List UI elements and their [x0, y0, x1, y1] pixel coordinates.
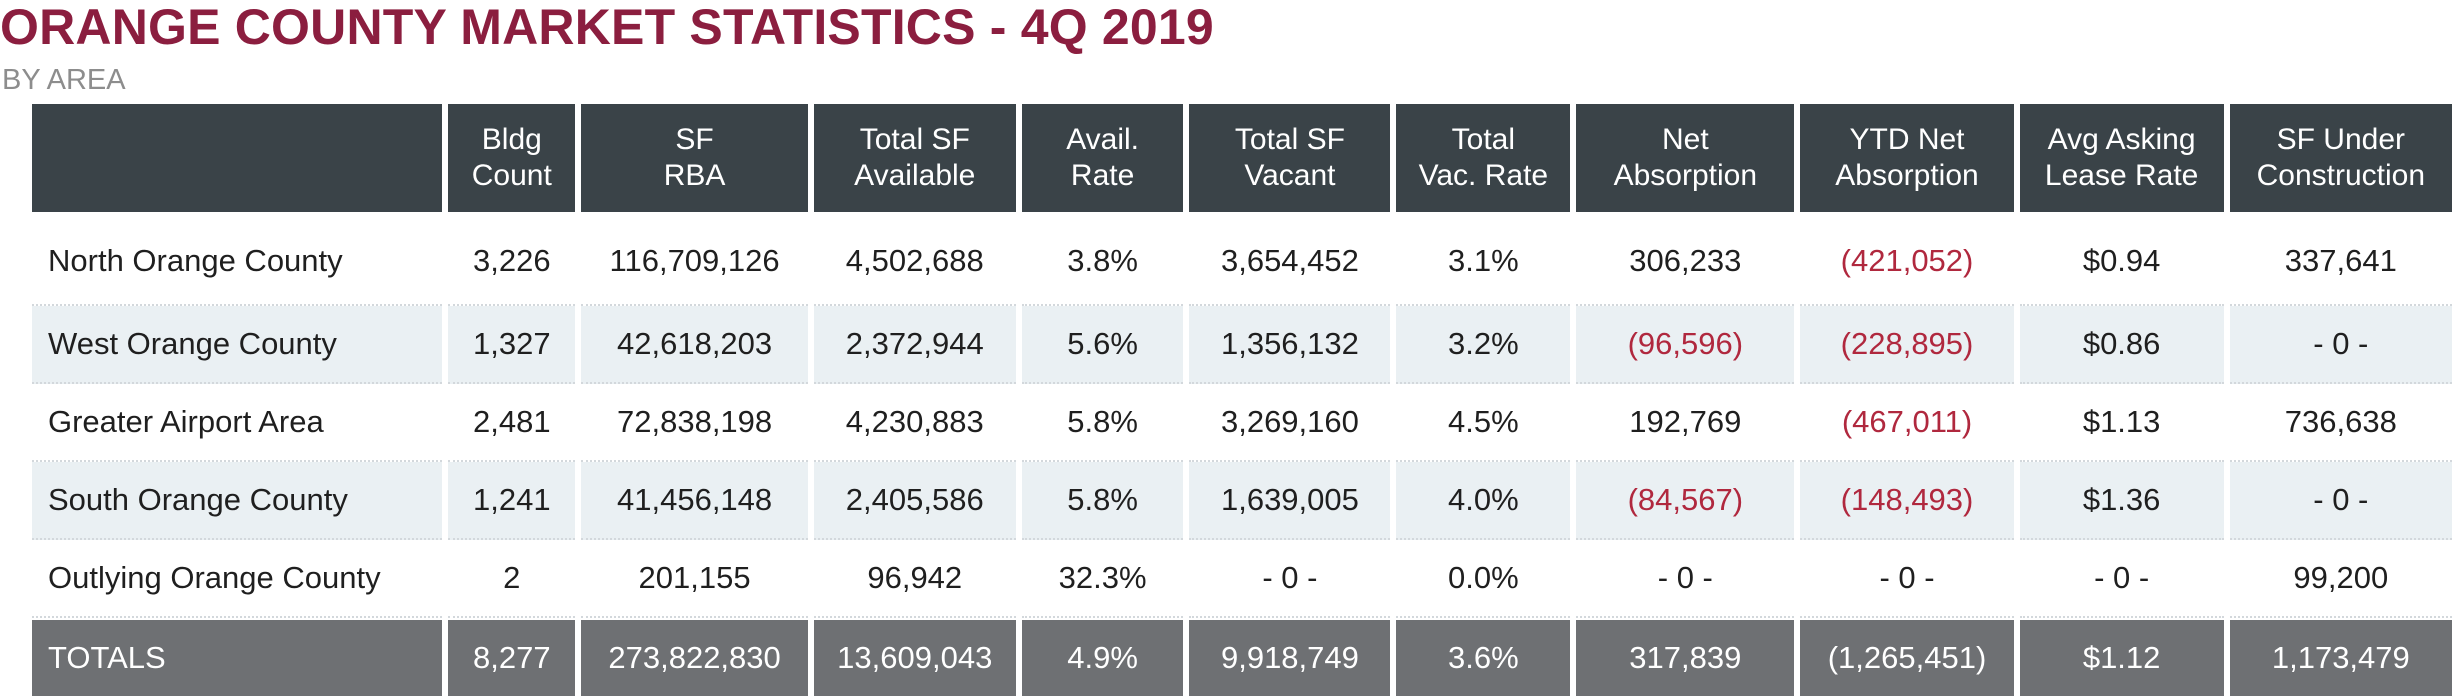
total-sf-available-cell: 4,502,688: [813, 212, 1016, 306]
total-sf-vacant-cell: 1,356,132: [1189, 306, 1391, 384]
header-row: Bldg Count SF RBA Total SF Available Avail.…: [32, 104, 2452, 212]
sf-rba-cell: 201,155: [581, 540, 808, 618]
total-sf-available-cell: 2,405,586: [813, 462, 1016, 540]
area-name: North Orange County: [32, 212, 443, 306]
sf-under-construction-cell: - 0 -: [2229, 462, 2452, 540]
total-vac-rate-cell: 4.5%: [1396, 384, 1571, 462]
totals-net-absorption: 317,839: [1576, 618, 1795, 696]
header-total-vac-rate: Total Vac. Rate: [1396, 104, 1571, 212]
avail-rate-cell: 32.3%: [1021, 540, 1184, 618]
avg-asking-lease-rate-cell: $1.36: [2019, 462, 2224, 540]
page-title: ORANGE COUNTY MARKET STATISTICS - 4Q 201…: [0, 0, 1214, 55]
sf-under-construction-cell: 99,200: [2229, 540, 2452, 618]
avg-asking-lease-rate-cell: $1.13: [2019, 384, 2224, 462]
totals-ytd-net-absorption: (1,265,451): [1800, 618, 2014, 696]
total-sf-vacant-cell: 1,639,005: [1189, 462, 1391, 540]
totals-row: TOTALS 8,277 273,822,830 13,609,043 4.9%…: [32, 618, 2452, 696]
net-absorption-cell: (84,567): [1576, 462, 1795, 540]
totals-avg-asking-lease-rate: $1.12: [2019, 618, 2224, 696]
total-sf-available-cell: 4,230,883: [813, 384, 1016, 462]
bldg-count-cell: 2: [448, 540, 576, 618]
net-absorption-cell: 306,233: [1576, 212, 1795, 306]
header-net-absorption: Net Absorption: [1576, 104, 1795, 212]
bldg-count-cell: 3,226: [448, 212, 576, 306]
table-row: Outlying Orange County 2 201,155 96,942 …: [32, 540, 2452, 618]
sf-rba-cell: 42,618,203: [581, 306, 808, 384]
net-absorption-cell: (96,596): [1576, 306, 1795, 384]
totals-avail-rate: 4.9%: [1021, 618, 1184, 696]
total-sf-vacant-cell: 3,269,160: [1189, 384, 1391, 462]
totals-label: TOTALS: [32, 618, 443, 696]
sf-rba-cell: 41,456,148: [581, 462, 808, 540]
avg-asking-lease-rate-cell: $0.94: [2019, 212, 2224, 306]
avg-asking-lease-rate-cell: - 0 -: [2019, 540, 2224, 618]
sf-rba-cell: 116,709,126: [581, 212, 808, 306]
header-avail-rate: Avail. Rate: [1021, 104, 1184, 212]
table-row: North Orange County 3,226 116,709,126 4,…: [32, 212, 2452, 306]
total-sf-available-cell: 2,372,944: [813, 306, 1016, 384]
header-avg-asking-lease-rate: Avg Asking Lease Rate: [2019, 104, 2224, 212]
sf-rba-cell: 72,838,198: [581, 384, 808, 462]
ytd-net-absorption-cell: (228,895): [1800, 306, 2014, 384]
ytd-net-absorption-cell: (421,052): [1800, 212, 2014, 306]
avail-rate-cell: 5.8%: [1021, 462, 1184, 540]
total-vac-rate-cell: 3.2%: [1396, 306, 1571, 384]
area-name: South Orange County: [32, 462, 443, 540]
avail-rate-cell: 5.8%: [1021, 384, 1184, 462]
sf-under-construction-cell: - 0 -: [2229, 306, 2452, 384]
page-subtitle: BY AREA: [2, 64, 126, 96]
avail-rate-cell: 3.8%: [1021, 212, 1184, 306]
totals-sf-rba: 273,822,830: [581, 618, 808, 696]
bldg-count-cell: 2,481: [448, 384, 576, 462]
net-absorption-cell: - 0 -: [1576, 540, 1795, 618]
table-row: West Orange County 1,327 42,618,203 2,37…: [32, 306, 2452, 384]
totals-total-sf-vacant: 9,918,749: [1189, 618, 1391, 696]
header-bldg-count: Bldg Count: [448, 104, 576, 212]
market-statistics-table: Bldg Count SF RBA Total SF Available Avail.…: [26, 104, 2458, 696]
total-vac-rate-cell: 3.1%: [1396, 212, 1571, 306]
totals-bldg-count: 8,277: [448, 618, 576, 696]
ytd-net-absorption-cell: (467,011): [1800, 384, 2014, 462]
net-absorption-cell: 192,769: [1576, 384, 1795, 462]
header-total-sf-available: Total SF Available: [813, 104, 1016, 212]
ytd-net-absorption-cell: (148,493): [1800, 462, 2014, 540]
header-area: [32, 104, 443, 212]
bldg-count-cell: 1,241: [448, 462, 576, 540]
bldg-count-cell: 1,327: [448, 306, 576, 384]
sf-under-construction-cell: 337,641: [2229, 212, 2452, 306]
ytd-net-absorption-cell: - 0 -: [1800, 540, 2014, 618]
totals-total-sf-available: 13,609,043: [813, 618, 1016, 696]
totals-sf-under-construction: 1,173,479: [2229, 618, 2452, 696]
totals-total-vac-rate: 3.6%: [1396, 618, 1571, 696]
table-row: South Orange County 1,241 41,456,148 2,4…: [32, 462, 2452, 540]
sf-under-construction-cell: 736,638: [2229, 384, 2452, 462]
header-sf-under-construction: SF Under Construction: [2229, 104, 2452, 212]
area-name: Greater Airport Area: [32, 384, 443, 462]
header-sf-rba: SF RBA: [581, 104, 808, 212]
area-name: West Orange County: [32, 306, 443, 384]
table-row: Greater Airport Area 2,481 72,838,198 4,…: [32, 384, 2452, 462]
total-sf-available-cell: 96,942: [813, 540, 1016, 618]
avail-rate-cell: 5.6%: [1021, 306, 1184, 384]
total-vac-rate-cell: 4.0%: [1396, 462, 1571, 540]
total-sf-vacant-cell: 3,654,452: [1189, 212, 1391, 306]
total-vac-rate-cell: 0.0%: [1396, 540, 1571, 618]
avg-asking-lease-rate-cell: $0.86: [2019, 306, 2224, 384]
header-ytd-net-absorption: YTD Net Absorption: [1800, 104, 2014, 212]
total-sf-vacant-cell: - 0 -: [1189, 540, 1391, 618]
header-total-sf-vacant: Total SF Vacant: [1189, 104, 1391, 212]
area-name: Outlying Orange County: [32, 540, 443, 618]
